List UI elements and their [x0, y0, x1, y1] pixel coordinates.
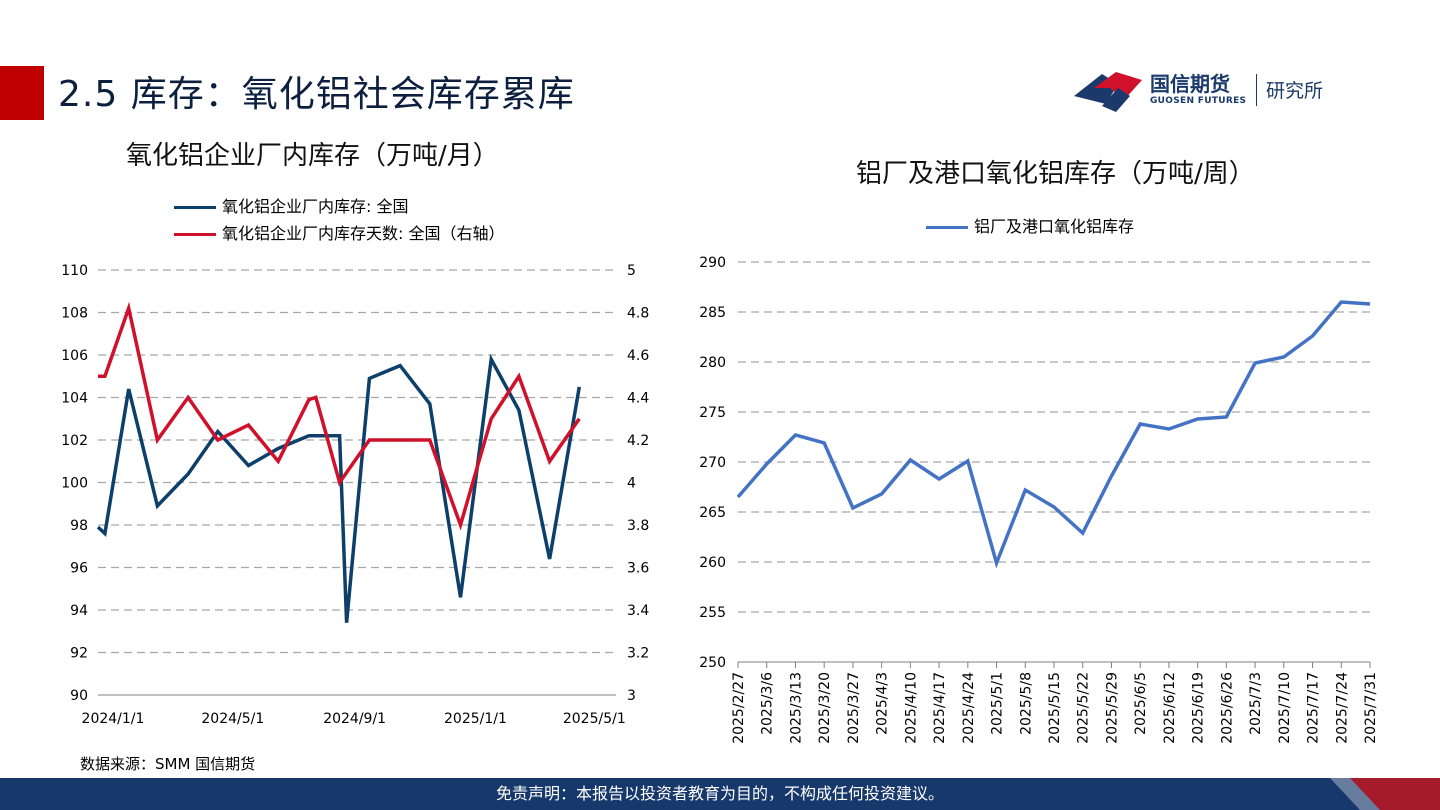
right-x-tick-label: 2025/4/17: [932, 672, 948, 744]
right-x-tick-label: 2025/7/3: [1248, 672, 1264, 735]
left-y-tick-label: 98: [70, 518, 88, 534]
left-y-tick-label: 106: [61, 348, 88, 364]
left-y2-tick-label: 4.6: [627, 348, 649, 364]
left-y-tick-label: 94: [70, 603, 88, 619]
left-y-tick-label: 90: [70, 688, 88, 704]
inventory-days-series-line: [98, 301, 581, 531]
left-y-tick-label: 104: [61, 391, 88, 407]
right-y-tick-label: 265: [699, 505, 726, 521]
right-x-tick-label: 2025/5/8: [1018, 672, 1034, 735]
right-x-tick-label: 2025/6/26: [1219, 672, 1235, 744]
charts-canvas: 110 108 106 104 102 100 98 96 94 92 90 5 4.8 4.6 4.4 4.…: [61, 255, 1379, 744]
port-inventory-series-line: [736, 300, 1371, 569]
left-y2-tick-label: 4.4: [627, 391, 649, 407]
right-x-tick-label: 2025/2/27: [731, 672, 747, 744]
left-y2-tick-label: 3.8: [627, 518, 649, 534]
left-y-tick-label: 96: [70, 561, 88, 577]
left-x-tick-label: 2025/1/1: [444, 711, 507, 727]
right-x-tick-label: 2025/3/20: [817, 672, 833, 744]
left-x-tick-label: 2025/5/1: [563, 711, 626, 727]
right-x-tick-label: 2025/5/15: [1047, 672, 1063, 744]
right-y-tick-label: 270: [699, 455, 726, 471]
logo-name-cn: 国信期货: [1150, 72, 1230, 96]
left-y-tick-label: 92: [70, 646, 88, 662]
logo-department: 研究所: [1266, 80, 1324, 102]
right-y-tick-label: 260: [699, 555, 726, 571]
footer-bar: 免责声明：本报告以投资者教育为目的，不构成任何投资建议。: [0, 778, 1440, 810]
right-y-tick-label: 280: [699, 355, 726, 371]
right-x-tick-label: 2025/3/27: [846, 672, 862, 744]
guosen-logo-icon: [1074, 72, 1142, 112]
right-x-tick-label: 2025/3/13: [788, 672, 804, 744]
right-x-tick-label: 2025/5/22: [1076, 672, 1092, 744]
page-title: 2.5 库存：氧化铝社会库存累库: [58, 74, 575, 115]
right-x-tick-label: 2025/4/24: [961, 672, 977, 744]
logo-name-en: GUOSEN FUTURES: [1150, 96, 1247, 106]
left-y2-tick-label: 4: [627, 476, 636, 492]
left-y2-tick-label: 3: [627, 688, 636, 704]
logo-divider: [1256, 74, 1257, 106]
data-source-note: 数据来源：SMM 国信期货: [80, 755, 256, 773]
left-y2-tick-label: 3.4: [627, 603, 649, 619]
right-y-tick-label: 275: [699, 405, 726, 421]
right-x-tick-label: 2025/7/17: [1306, 672, 1322, 744]
right-x-tick-label: 2025/6/19: [1191, 672, 1207, 744]
legend-swatch-blue: [926, 226, 968, 229]
right-x-tick-label: 2025/7/24: [1334, 672, 1350, 744]
right-x-tick-label: 2025/4/3: [875, 672, 891, 735]
left-y2-tick-label: 3.2: [627, 646, 649, 662]
left-y2-tick-label: 4.8: [627, 306, 649, 322]
legend-label: 氧化铝企业厂内库存: 全国: [222, 197, 409, 216]
right-x-tick-label: 2025/5/1: [990, 672, 1006, 735]
right-x-tick-label: 2025/3/6: [760, 672, 776, 735]
footer-stripe-decoration: [1330, 778, 1440, 810]
left-y-tick-label: 102: [61, 433, 88, 449]
legend-label: 氧化铝企业厂内库存天数: 全国（右轴）: [222, 224, 505, 243]
left-x-tick-label: 2024/5/1: [201, 711, 264, 727]
left-y-tick-label: 110: [61, 263, 88, 279]
right-y-tick-label: 255: [699, 605, 726, 621]
inventory-series-line: [96, 353, 582, 623]
left-y-tick-label: 100: [61, 476, 88, 492]
legend-label: 铝厂及港口氧化铝库存: [974, 217, 1135, 236]
right-x-tick-label: 2025/6/5: [1133, 672, 1149, 735]
left-x-tick-label: 2024/9/1: [323, 711, 386, 727]
legend-swatch-red: [174, 233, 216, 236]
right-chart-title: 铝厂及港口氧化铝库存（万吨/周）: [856, 159, 1255, 189]
left-y2-tick-label: 5: [627, 263, 636, 279]
title-accent-block: [0, 66, 44, 120]
left-y2-tick-label: 3.6: [627, 561, 649, 577]
left-y-tick-label: 108: [61, 306, 88, 322]
footer-disclaimer: 免责声明：本报告以投资者教育为目的，不构成任何投资建议。: [495, 784, 944, 803]
left-chart-title: 氧化铝企业厂内库存（万吨/月）: [126, 141, 499, 171]
right-y-tick-label: 285: [699, 305, 726, 321]
company-logo: 国信期货 GUOSEN FUTURES 研究所: [1072, 62, 1372, 118]
right-x-tick-label: 2025/7/31: [1363, 672, 1379, 744]
right-x-tick-label: 2025/4/10: [903, 672, 919, 744]
left-y2-tick-label: 4.2: [627, 433, 649, 449]
right-x-tick-label: 2025/6/12: [1162, 672, 1178, 744]
right-x-tick-label: 2025/7/10: [1277, 672, 1293, 744]
right-y-tick-label: 250: [699, 655, 726, 671]
legend-swatch-navy: [174, 206, 216, 209]
right-y-tick-label: 290: [699, 255, 726, 271]
left-x-tick-label: 2024/1/1: [82, 711, 145, 727]
right-x-tick-label: 2025/5/29: [1104, 672, 1120, 744]
